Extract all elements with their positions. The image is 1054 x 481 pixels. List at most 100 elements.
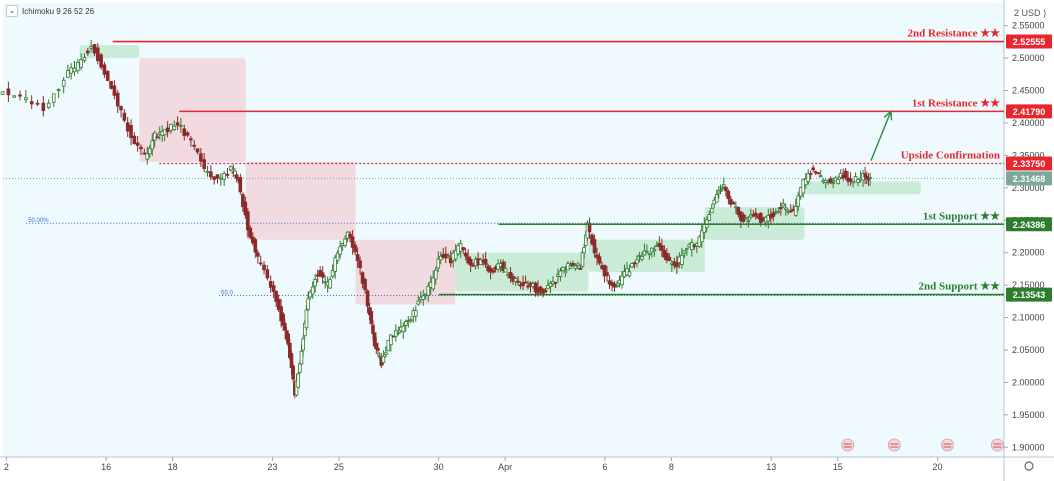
event-flag-icon[interactable] [887, 438, 901, 452]
candle-body [736, 207, 741, 215]
candle-body [109, 81, 113, 89]
level-price-tag [1006, 34, 1052, 49]
fib-level-label: 50.0 [221, 291, 233, 297]
candle-body [371, 324, 375, 334]
candle-body [258, 262, 263, 265]
candle-body [333, 257, 337, 272]
event-flag-icon[interactable] [841, 438, 855, 452]
candle-body [709, 208, 714, 214]
candle-body [229, 166, 233, 171]
candle-body [29, 101, 34, 105]
candle-body [286, 333, 290, 345]
y-tick-label: 2.05000 [1012, 345, 1045, 355]
x-tick-label: 30 [434, 462, 444, 472]
ichimoku-cloud [139, 58, 246, 162]
y-tick-label: 2.40000 [1012, 118, 1045, 128]
candle-body [421, 295, 426, 300]
level-price-label: 2.24386 [1013, 220, 1046, 230]
candle-body [279, 306, 283, 322]
level-label-resistance: 2nd Resistance ★★ [908, 28, 1001, 40]
candle-body [483, 258, 488, 265]
candle-body [6, 88, 11, 96]
projection-arrow [870, 111, 892, 161]
candle-body [360, 272, 365, 284]
candle-body [313, 279, 317, 287]
candle-body [640, 256, 644, 260]
chevron-down-icon[interactable]: ⌄ [6, 5, 18, 17]
candle-body [783, 207, 788, 210]
candle-body [338, 246, 342, 255]
candle-body [438, 255, 443, 261]
level-label-confirmation: Upside Confirmation [901, 150, 1000, 162]
candle-body [533, 282, 538, 293]
event-flag-icon[interactable] [941, 438, 954, 452]
ichimoku-cloud [455, 252, 589, 292]
candle-body [376, 347, 380, 351]
candle-body [592, 239, 597, 254]
candle-body [851, 181, 855, 184]
y-tick-label: 2.15000 [1012, 280, 1045, 290]
event-flag-icon[interactable] [990, 438, 1004, 452]
time-axis-background [0, 457, 1054, 481]
candle-body [72, 67, 77, 73]
level-price-label: 2.33750 [1013, 159, 1046, 169]
gear-icon[interactable] [1024, 461, 1034, 471]
candle-body [238, 177, 243, 193]
candle-body [0, 91, 5, 95]
arrow-head [883, 109, 893, 121]
candle-body [801, 179, 806, 194]
candle-body [384, 352, 388, 356]
candle-body [796, 195, 801, 207]
y-tick-label: 1.90000 [1012, 442, 1045, 452]
candle-body [92, 44, 97, 54]
candle-body [276, 298, 281, 310]
candle-body [119, 106, 123, 111]
candle-body [330, 270, 335, 277]
y-tick-label: 2.10000 [1012, 313, 1045, 323]
candle-body [274, 290, 278, 302]
candle-body [453, 250, 458, 260]
candle-body [179, 124, 183, 127]
candle-body [513, 278, 518, 282]
candle-body [253, 239, 258, 253]
candle-body [135, 142, 140, 146]
candle-body [568, 265, 573, 269]
candle-body [516, 280, 520, 283]
candle-body [268, 281, 273, 288]
candle-body [561, 267, 565, 271]
candle-body [51, 93, 56, 103]
candle-body [175, 122, 180, 126]
candle-body [699, 230, 704, 243]
candle-body [754, 212, 758, 217]
candle-body [426, 285, 431, 296]
candle-body [523, 281, 528, 284]
candle-body [563, 270, 568, 274]
candle-body [308, 291, 313, 298]
candle-body [41, 102, 46, 111]
currency-label: 2 USD ⟩ [1014, 8, 1047, 18]
candle-body [355, 254, 360, 261]
candle-body [781, 203, 786, 207]
candle-body [630, 263, 634, 268]
candle-body [199, 153, 203, 162]
candle-body [335, 252, 340, 261]
candle-body [225, 173, 230, 176]
candle-body [248, 227, 253, 238]
candle-body [18, 94, 22, 97]
candle-body [657, 243, 662, 247]
candle-body [246, 211, 250, 231]
candle-body [328, 279, 332, 289]
candle-body [637, 255, 642, 257]
candle-body [320, 272, 325, 278]
level-price-label: 2.41790 [1013, 107, 1046, 117]
y-tick-label: 2.50000 [1012, 53, 1045, 63]
candle-body [256, 252, 260, 257]
candle-body [848, 178, 853, 182]
candle-body [122, 112, 127, 121]
candle-body [491, 269, 495, 273]
indicator-legend[interactable]: ⌄ Ichimoku 9 26 52 26 [6, 5, 94, 17]
candle-body [66, 70, 70, 78]
fib-level-label: 50.00% [28, 218, 49, 224]
candle-body [310, 286, 315, 295]
